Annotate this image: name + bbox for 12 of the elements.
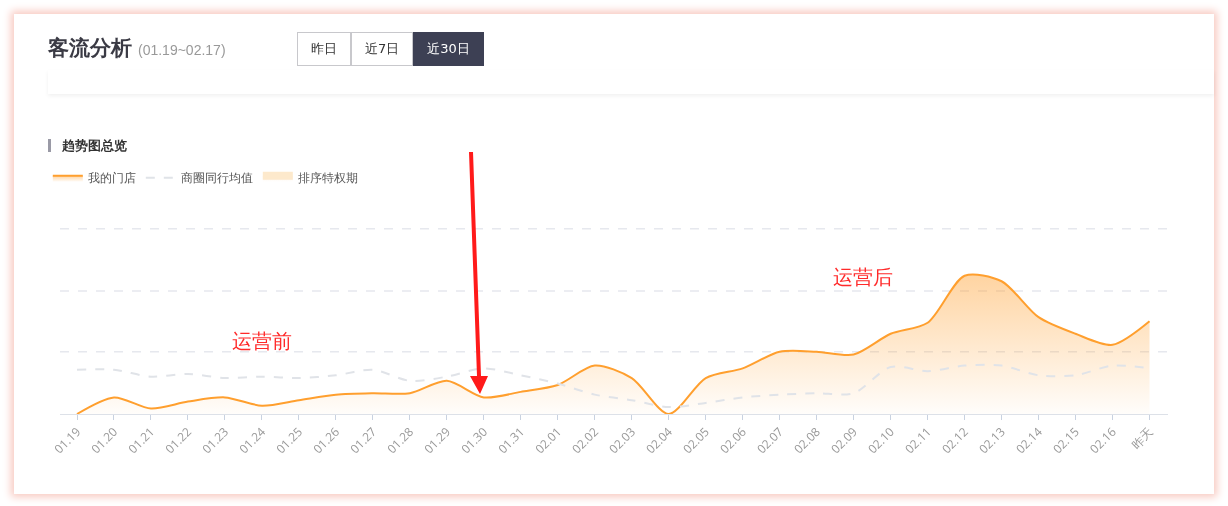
legend-label: 我的门店 [87, 171, 136, 186]
legend-label: 排序特权期 [297, 171, 358, 186]
text: 近30日 [413, 32, 484, 66]
annotation: 运营前 [232, 329, 292, 353]
legend-label: 商圈同行均值 [180, 171, 253, 186]
chart-subtitle: (01.19~02.17) [138, 42, 226, 58]
text: 趋势图总览 [61, 137, 127, 155]
text: 昨日 [297, 32, 351, 66]
chart-title: 客流分析 [48, 35, 132, 62]
text: 近7日 [351, 32, 414, 66]
annotation: 运营后 [833, 265, 893, 289]
x-tick-label: 昨天 [1127, 423, 1157, 453]
